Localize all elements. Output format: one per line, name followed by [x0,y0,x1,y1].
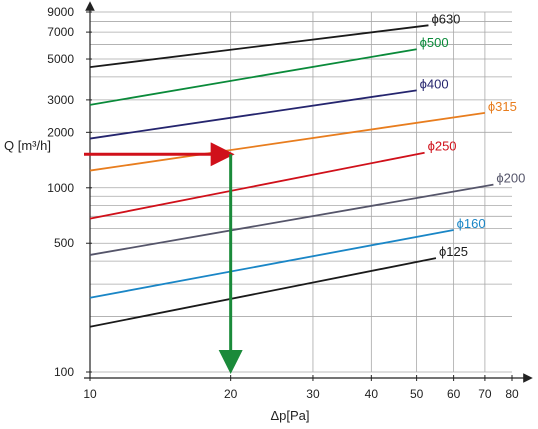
axes [84,1,533,383]
series-label: ϕ315 [488,99,517,114]
y-axis-title: Q [m³/h] [4,138,51,153]
labels: Δp[Pa] Q [m³/h] 10 20 30 40 50 60 70 80 100 500 10… [4,5,525,423]
series-line [89,229,454,299]
y-tick-label: 1000 [47,181,74,195]
series-label: ϕ630 [431,11,460,26]
x-tick-label: 80 [505,387,519,401]
y-tick-label: 5000 [47,52,74,66]
series-line [89,89,417,140]
x-tick-label: 30 [306,387,320,401]
y-tick-label: 3000 [47,93,74,107]
grid [90,11,512,373]
series-label: ϕ500 [420,35,449,50]
series-label: ϕ250 [428,139,457,154]
x-tick-label: 50 [410,387,424,401]
series-line [89,257,437,328]
annotations [84,142,243,374]
series-label: ϕ160 [457,216,486,231]
y-tick-label: 9000 [47,5,74,19]
series-line [89,112,486,172]
series-line [89,24,429,68]
x-tick-label: 10 [83,387,97,401]
x-axis-title: Δp[Pa] [270,408,309,423]
series-line [89,48,417,106]
series-line [89,183,494,256]
y-tick-label: 500 [54,236,74,250]
x-tick-label: 70 [478,387,492,401]
series-lines [89,24,494,328]
x-tick-label: 40 [365,387,379,401]
x-tick-label: 60 [447,387,461,401]
series-label: ϕ125 [439,244,468,259]
y-tick-label: 2000 [47,125,74,139]
x-tick-label: 20 [224,387,238,401]
y-tick-label: 7000 [47,25,74,39]
series-line [89,151,425,220]
series-label: ϕ200 [496,171,525,186]
y-tick-label: 100 [54,365,74,379]
series-label: ϕ400 [420,76,449,91]
